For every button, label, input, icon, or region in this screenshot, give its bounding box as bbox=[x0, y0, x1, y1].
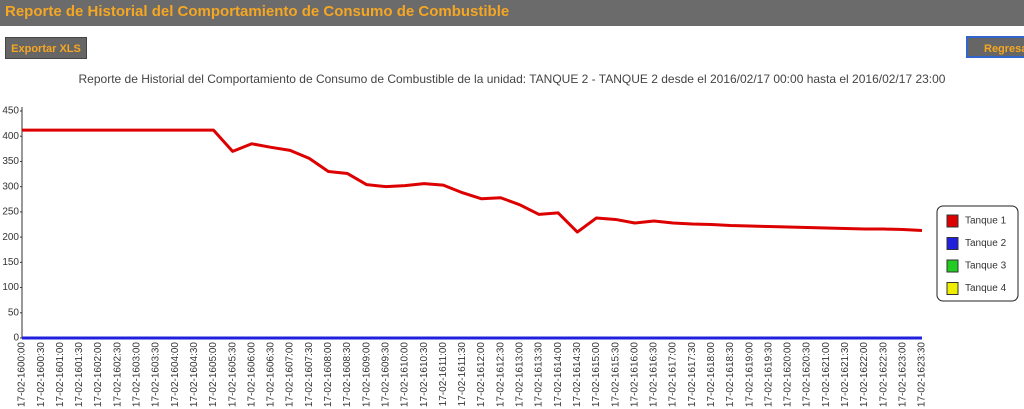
back-button[interactable]: Regresar bbox=[966, 36, 1024, 58]
legend-label: Tanque 2 bbox=[965, 238, 1007, 249]
x-tick-label: 17-02-1616:00 bbox=[629, 342, 640, 407]
y-tick-label: 300 bbox=[2, 181, 19, 192]
x-tick-label: 17-02-1605:00 bbox=[208, 342, 219, 407]
series-line bbox=[22, 128, 923, 234]
x-tick-label: 17-02-1600:00 bbox=[17, 342, 28, 407]
x-tick-label: 17-02-1601:30 bbox=[74, 342, 85, 407]
x-tick-label: 17-02-1621:00 bbox=[821, 342, 832, 407]
x-tick-label: 17-02-1607:00 bbox=[285, 342, 296, 407]
x-tick-label: 17-02-1619:30 bbox=[763, 342, 774, 407]
y-tick-label: 350 bbox=[2, 156, 19, 167]
x-tick-label: 17-02-1603:00 bbox=[132, 342, 143, 407]
x-tick-label: 17-02-1618:00 bbox=[706, 342, 717, 407]
y-tick-label: 0 bbox=[13, 333, 19, 344]
legend-label: Tanque 3 bbox=[965, 261, 1007, 272]
x-tick-label: 17-02-1621:30 bbox=[840, 342, 851, 407]
x-tick-label: 17-02-1618:30 bbox=[725, 342, 736, 407]
chart-title: Reporte de Historial del Comportamiento … bbox=[79, 72, 946, 86]
legend-label: Tanque 4 bbox=[965, 283, 1007, 294]
x-tick-label: 17-02-1604:00 bbox=[170, 342, 181, 407]
x-tick-label: 17-02-1610:00 bbox=[400, 342, 411, 407]
legend-swatch bbox=[946, 237, 959, 250]
y-tick-label: 250 bbox=[2, 207, 19, 218]
x-tick-label: 17-02-1619:00 bbox=[744, 342, 755, 407]
legend-swatch bbox=[946, 282, 959, 295]
export-button[interactable]: Exportar XLS bbox=[5, 37, 87, 59]
y-tick-label: 400 bbox=[2, 131, 19, 142]
x-tick-label: 17-02-1601:00 bbox=[55, 342, 66, 407]
x-tick-label: 17-02-1623:00 bbox=[897, 342, 908, 407]
y-tick-label: 150 bbox=[2, 257, 19, 268]
x-tick-label: 17-02-1600:30 bbox=[36, 342, 47, 407]
x-tick-label: 17-02-1613:30 bbox=[534, 342, 545, 407]
y-tick-label: 200 bbox=[2, 232, 19, 243]
legend-swatch bbox=[946, 214, 959, 228]
x-tick-label: 17-02-1615:30 bbox=[610, 342, 621, 407]
x-tick-label: 17-02-1602:30 bbox=[112, 342, 123, 407]
x-tick-label: 17-02-1616:30 bbox=[649, 342, 660, 407]
x-tick-label: 17-02-1608:00 bbox=[323, 342, 334, 407]
y-tick-label: 50 bbox=[8, 307, 20, 318]
x-tick-label: 17-02-1612:30 bbox=[495, 342, 506, 407]
legend-label: Tanque 1 bbox=[965, 216, 1007, 227]
x-tick-label: 17-02-1612:00 bbox=[476, 342, 487, 407]
x-tick-label: 17-02-1622:30 bbox=[878, 342, 889, 407]
x-tick-label: 17-02-1623:30 bbox=[917, 342, 928, 407]
x-tick-label: 17-02-1603:30 bbox=[151, 342, 162, 407]
x-tick-label: 17-02-1611:30 bbox=[457, 342, 468, 407]
x-tick-label: 17-02-1609:30 bbox=[380, 342, 391, 407]
header-title: Reporte de Historial del Comportamiento … bbox=[0, 0, 1024, 26]
x-tick-label: 17-02-1606:30 bbox=[266, 342, 277, 407]
x-tick-label: 17-02-1622:00 bbox=[859, 342, 870, 407]
x-tick-label: 17-02-1617:00 bbox=[668, 342, 679, 407]
x-tick-label: 17-02-1608:30 bbox=[342, 342, 353, 407]
x-tick-label: 17-02-1613:00 bbox=[515, 342, 526, 407]
x-tick-label: 17-02-1602:00 bbox=[93, 342, 104, 407]
x-tick-label: 17-02-1605:30 bbox=[227, 342, 238, 407]
x-tick-label: 17-02-1611:00 bbox=[438, 342, 449, 407]
y-tick-label: 450 bbox=[2, 106, 19, 117]
x-tick-label: 17-02-1620:30 bbox=[802, 342, 813, 407]
x-tick-label: 17-02-1614:00 bbox=[553, 342, 564, 407]
x-tick-label: 17-02-1607:30 bbox=[304, 342, 315, 407]
x-tick-label: 17-02-1604:30 bbox=[189, 342, 200, 407]
legend-swatch bbox=[946, 259, 959, 273]
x-tick-label: 17-02-1614:30 bbox=[572, 342, 583, 407]
x-tick-label: 17-02-1620:00 bbox=[783, 342, 794, 407]
x-tick-label: 17-02-1617:30 bbox=[687, 342, 698, 407]
back-button-clip: Regresar bbox=[966, 36, 1024, 60]
x-tick-label: 17-02-1609:00 bbox=[361, 342, 372, 407]
x-tick-label: 17-02-1610:30 bbox=[419, 342, 430, 407]
x-tick-label: 17-02-1615:00 bbox=[591, 342, 602, 407]
legend-box bbox=[936, 205, 1019, 302]
y-tick-label: 100 bbox=[2, 282, 19, 293]
x-tick-label: 17-02-1606:00 bbox=[246, 342, 257, 407]
